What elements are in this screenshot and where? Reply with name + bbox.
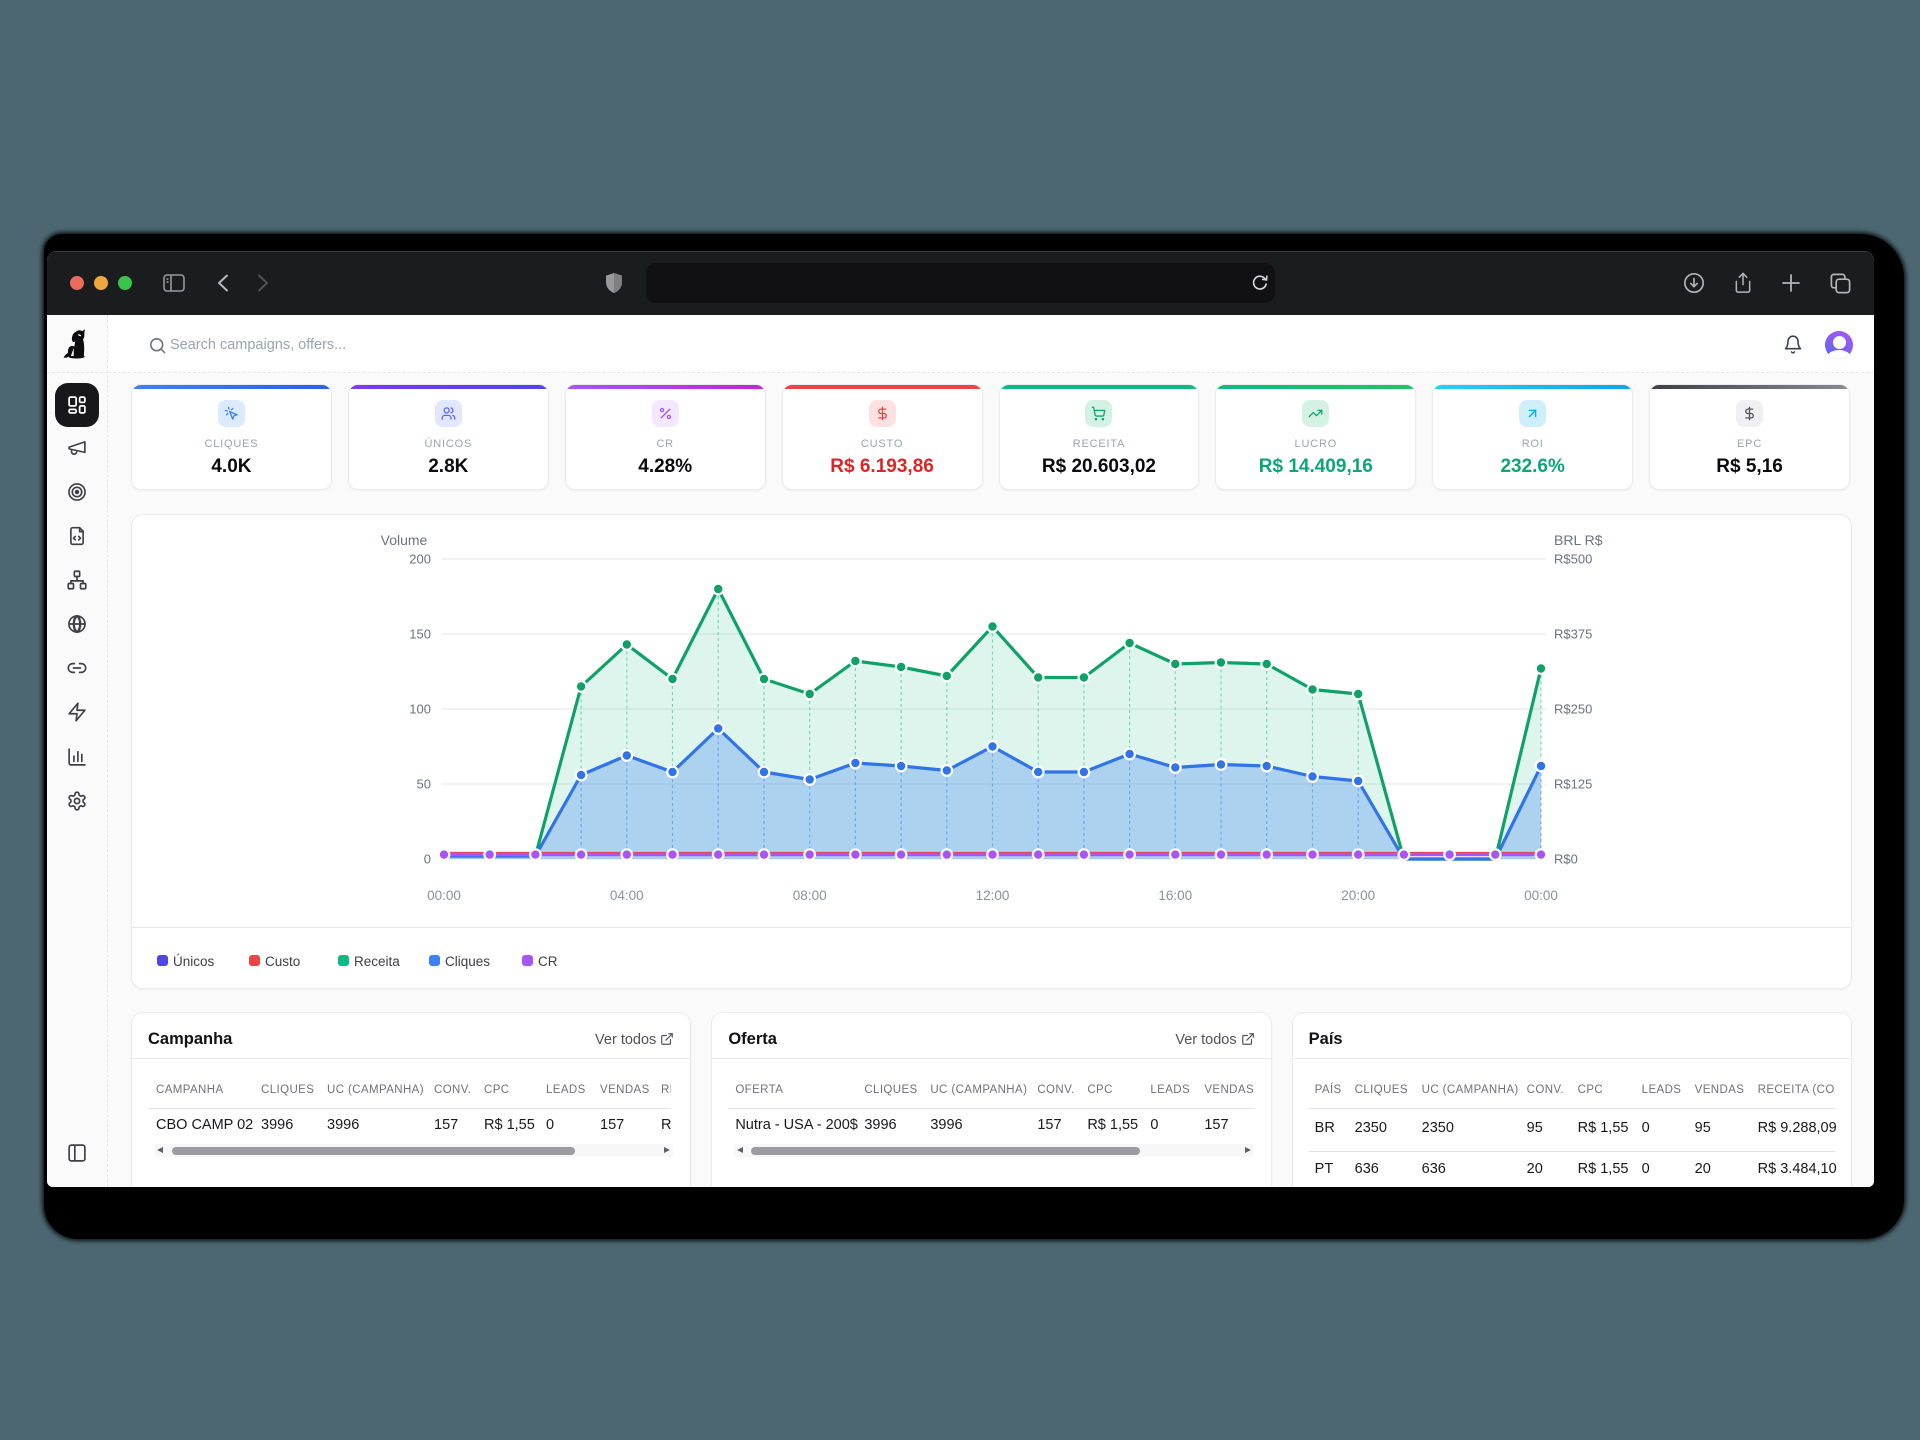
svg-text:12:00: 12:00 [976,888,1010,903]
svg-text:00:00: 00:00 [1524,888,1558,903]
svg-text:R$500: R$500 [1554,552,1592,567]
svg-text:Volume: Volume [381,532,428,548]
svg-text:08:00: 08:00 [793,888,827,903]
svg-text:00:00: 00:00 [427,888,461,903]
svg-text:04:00: 04:00 [610,888,644,903]
svg-text:50: 50 [417,777,431,792]
svg-text:0: 0 [424,852,431,867]
svg-text:16:00: 16:00 [1158,888,1192,903]
svg-text:R$0: R$0 [1554,852,1578,867]
svg-text:BRL R$: BRL R$ [1554,532,1603,548]
svg-text:100: 100 [409,702,431,717]
svg-text:150: 150 [409,627,431,642]
svg-text:20:00: 20:00 [1341,888,1375,903]
svg-text:200: 200 [409,552,431,567]
svg-text:R$125: R$125 [1554,777,1592,792]
svg-text:R$375: R$375 [1554,627,1592,642]
svg-text:R$250: R$250 [1554,702,1592,717]
